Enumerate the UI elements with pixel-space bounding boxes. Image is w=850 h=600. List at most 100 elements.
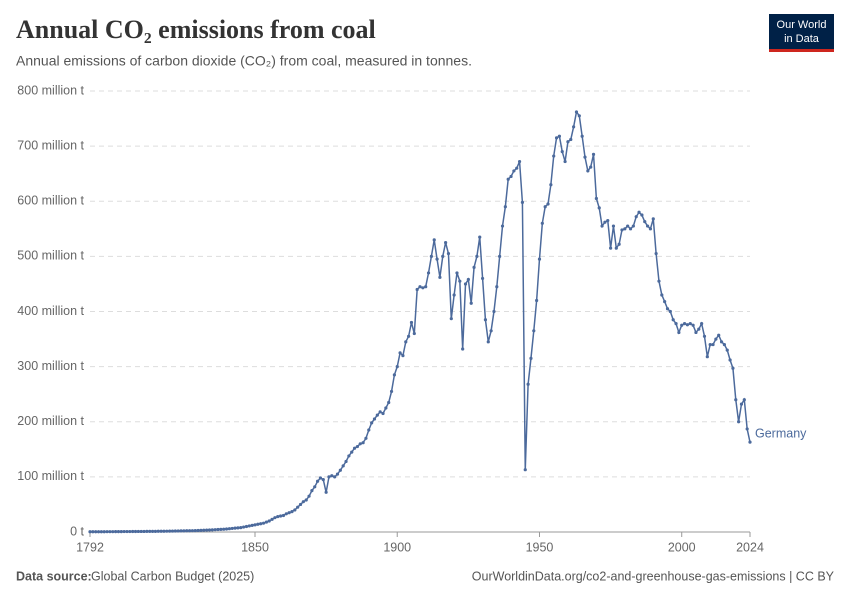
data-point xyxy=(404,340,408,344)
data-point xyxy=(290,510,294,514)
data-point xyxy=(358,442,362,446)
data-point xyxy=(395,365,399,369)
source-url[interactable]: OurWorldinData.org/co2-and-greenhouse-ga… xyxy=(472,569,835,583)
data-point xyxy=(503,205,507,209)
x-tick-label: 2000 xyxy=(668,540,696,554)
data-point xyxy=(492,309,496,314)
data-point xyxy=(745,427,749,431)
data-point xyxy=(364,436,368,440)
data-point xyxy=(91,530,95,534)
data-point xyxy=(697,327,701,331)
y-tick-label: 700 million t xyxy=(17,138,84,152)
data-point xyxy=(281,513,286,518)
data-point xyxy=(259,522,263,526)
data-point xyxy=(361,441,365,445)
data-point xyxy=(700,322,704,326)
x-tick-label: 2024 xyxy=(736,540,764,554)
data-point xyxy=(387,400,391,405)
data-point xyxy=(449,317,453,321)
data-point xyxy=(463,282,468,286)
data-point xyxy=(372,417,377,421)
data-point xyxy=(532,329,536,333)
data-point xyxy=(660,293,664,297)
y-tick-label: 300 million t xyxy=(17,359,84,373)
data-point xyxy=(523,468,527,472)
data-point xyxy=(401,354,405,358)
data-point xyxy=(455,271,459,275)
data-point xyxy=(139,529,143,534)
data-point xyxy=(748,440,752,444)
data-point xyxy=(276,514,280,519)
data-point xyxy=(426,271,431,275)
data-point xyxy=(640,213,644,217)
logo[interactable]: Our World in Data xyxy=(769,14,834,52)
data-point xyxy=(591,152,596,156)
data-point xyxy=(671,318,675,322)
data-point xyxy=(99,530,103,534)
data-point xyxy=(279,514,283,518)
data-point xyxy=(643,220,647,224)
data-point xyxy=(708,342,712,347)
data-point xyxy=(500,224,505,228)
data-point xyxy=(122,529,126,534)
data-point xyxy=(315,479,320,483)
data-point xyxy=(554,136,559,140)
data-point xyxy=(412,331,416,336)
source: Global Carbon Budget (2025) xyxy=(91,569,254,583)
data-point xyxy=(199,528,203,532)
data-point xyxy=(432,238,436,242)
data-point xyxy=(546,202,550,206)
data-point xyxy=(264,520,268,524)
data-point xyxy=(560,150,564,154)
data-point xyxy=(352,446,357,450)
data-point xyxy=(526,382,530,386)
data-point xyxy=(116,530,121,534)
data-point xyxy=(589,165,593,169)
data-point xyxy=(176,529,180,533)
data-point xyxy=(483,318,488,322)
data-point xyxy=(586,169,590,173)
source-label: Data source: xyxy=(16,569,92,583)
data-point xyxy=(583,155,587,159)
data-point xyxy=(108,530,112,534)
data-point xyxy=(293,508,297,512)
data-point xyxy=(327,475,331,479)
chart-subtitle: Annual emissions of carbon dioxide (CO₂)… xyxy=(16,53,472,69)
data-point xyxy=(179,529,183,533)
data-point xyxy=(273,516,277,520)
data-point xyxy=(446,252,451,256)
logo-text: Our World xyxy=(777,19,827,31)
data-point xyxy=(705,355,709,359)
data-point xyxy=(182,529,186,533)
y-tick-label: 0 t xyxy=(70,524,84,538)
data-point xyxy=(418,285,422,289)
data-point xyxy=(597,206,601,210)
data-point xyxy=(609,246,613,250)
data-point xyxy=(335,472,340,476)
data-point xyxy=(461,347,465,351)
data-point xyxy=(737,420,741,424)
data-point xyxy=(572,125,576,129)
data-point xyxy=(196,528,200,533)
data-point xyxy=(475,254,479,258)
data-point xyxy=(617,242,621,246)
x-tick-label: 1850 xyxy=(241,540,269,554)
data-point xyxy=(222,527,226,531)
data-point xyxy=(734,398,738,402)
y-tick-label: 200 million t xyxy=(17,414,84,428)
data-point xyxy=(480,276,485,281)
data-point xyxy=(409,320,414,325)
data-point xyxy=(261,521,266,525)
data-point xyxy=(537,257,542,261)
data-point xyxy=(657,279,661,283)
data-point xyxy=(549,183,553,187)
data-point xyxy=(626,224,630,228)
data-point xyxy=(529,356,533,360)
data-point xyxy=(105,530,109,534)
data-point xyxy=(233,526,237,530)
data-point xyxy=(691,323,695,327)
data-point xyxy=(444,240,448,245)
series-label: Germany xyxy=(755,426,807,440)
data-point xyxy=(168,529,172,533)
